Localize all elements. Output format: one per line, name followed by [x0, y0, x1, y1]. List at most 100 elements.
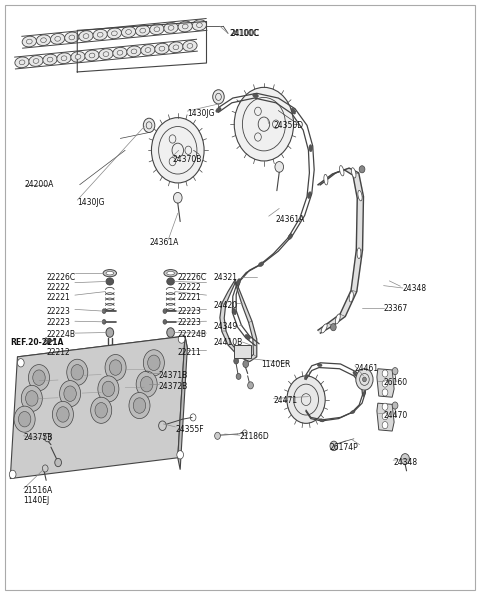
Circle shape [57, 407, 69, 422]
Ellipse shape [83, 34, 89, 39]
Text: 22226C: 22226C [178, 273, 207, 282]
Ellipse shape [50, 33, 65, 44]
Circle shape [287, 376, 325, 424]
Circle shape [102, 309, 106, 314]
Ellipse shape [304, 374, 308, 380]
Text: 24471: 24471 [274, 396, 298, 405]
Ellipse shape [362, 391, 365, 396]
Ellipse shape [97, 32, 103, 37]
Circle shape [275, 162, 284, 172]
Circle shape [71, 365, 84, 380]
Ellipse shape [163, 361, 178, 367]
Ellipse shape [291, 108, 296, 114]
Ellipse shape [309, 145, 312, 152]
Circle shape [401, 453, 409, 464]
Circle shape [158, 421, 166, 430]
Text: 24371B: 24371B [158, 371, 188, 380]
Text: 24461: 24461 [355, 364, 379, 372]
Text: 24348: 24348 [403, 283, 427, 293]
Ellipse shape [321, 324, 327, 333]
Ellipse shape [320, 419, 324, 422]
Circle shape [382, 413, 388, 420]
Circle shape [177, 450, 183, 459]
Text: 23367: 23367 [384, 303, 408, 313]
Circle shape [163, 320, 167, 324]
Ellipse shape [43, 54, 57, 65]
Ellipse shape [117, 51, 123, 55]
Text: 24355F: 24355F [175, 425, 204, 434]
Circle shape [152, 118, 204, 183]
Ellipse shape [106, 278, 114, 285]
Circle shape [141, 377, 153, 392]
Polygon shape [10, 336, 185, 478]
Text: 24100C: 24100C [229, 29, 259, 38]
Ellipse shape [41, 38, 47, 43]
Circle shape [234, 87, 294, 161]
Polygon shape [377, 403, 394, 431]
Ellipse shape [22, 36, 36, 47]
Circle shape [392, 402, 398, 409]
Circle shape [356, 369, 373, 390]
Text: 22224B: 22224B [178, 330, 207, 339]
Text: 24321: 24321 [214, 273, 238, 282]
Text: 24420: 24420 [214, 300, 238, 310]
Ellipse shape [288, 234, 293, 240]
Text: 24100C: 24100C [230, 29, 260, 38]
Circle shape [248, 382, 253, 389]
Ellipse shape [150, 24, 164, 35]
Circle shape [382, 389, 388, 396]
Circle shape [362, 377, 366, 382]
Text: 1430JG: 1430JG [77, 198, 105, 207]
Ellipse shape [15, 57, 29, 68]
Ellipse shape [79, 31, 93, 42]
Text: 22221: 22221 [178, 293, 202, 302]
Ellipse shape [357, 248, 361, 259]
Circle shape [236, 374, 241, 380]
Text: 24349: 24349 [214, 322, 238, 331]
Circle shape [17, 359, 24, 367]
Polygon shape [220, 280, 257, 362]
Circle shape [25, 391, 38, 406]
Ellipse shape [29, 55, 43, 66]
Ellipse shape [61, 56, 67, 61]
Ellipse shape [55, 36, 60, 41]
Text: 21516A: 21516A [24, 486, 53, 495]
Ellipse shape [258, 262, 264, 267]
Ellipse shape [178, 21, 192, 32]
Ellipse shape [183, 40, 197, 51]
Ellipse shape [127, 46, 141, 57]
Ellipse shape [135, 25, 150, 36]
Circle shape [9, 470, 16, 478]
Ellipse shape [102, 361, 118, 367]
Ellipse shape [36, 35, 51, 46]
Ellipse shape [173, 45, 179, 49]
Text: 24350D: 24350D [274, 121, 304, 130]
Circle shape [98, 376, 119, 402]
Circle shape [382, 380, 388, 387]
Circle shape [44, 433, 51, 441]
Circle shape [243, 361, 249, 368]
Text: 24361A: 24361A [149, 238, 179, 247]
Ellipse shape [141, 45, 155, 55]
Circle shape [14, 406, 35, 432]
FancyBboxPatch shape [234, 345, 251, 358]
Circle shape [392, 368, 398, 375]
Ellipse shape [237, 278, 240, 286]
Text: 22222: 22222 [46, 283, 70, 292]
Circle shape [148, 355, 160, 371]
Ellipse shape [154, 27, 160, 32]
Ellipse shape [349, 292, 353, 302]
Ellipse shape [155, 43, 169, 54]
Ellipse shape [93, 29, 108, 40]
Text: 24348: 24348 [393, 458, 417, 467]
Ellipse shape [353, 371, 357, 376]
Polygon shape [178, 336, 187, 469]
Circle shape [105, 355, 126, 381]
Ellipse shape [145, 48, 151, 52]
Ellipse shape [121, 27, 136, 37]
Text: 24410B: 24410B [214, 337, 243, 346]
Ellipse shape [106, 271, 114, 275]
Ellipse shape [308, 192, 312, 199]
Circle shape [163, 309, 167, 314]
Text: 22223: 22223 [178, 306, 202, 316]
